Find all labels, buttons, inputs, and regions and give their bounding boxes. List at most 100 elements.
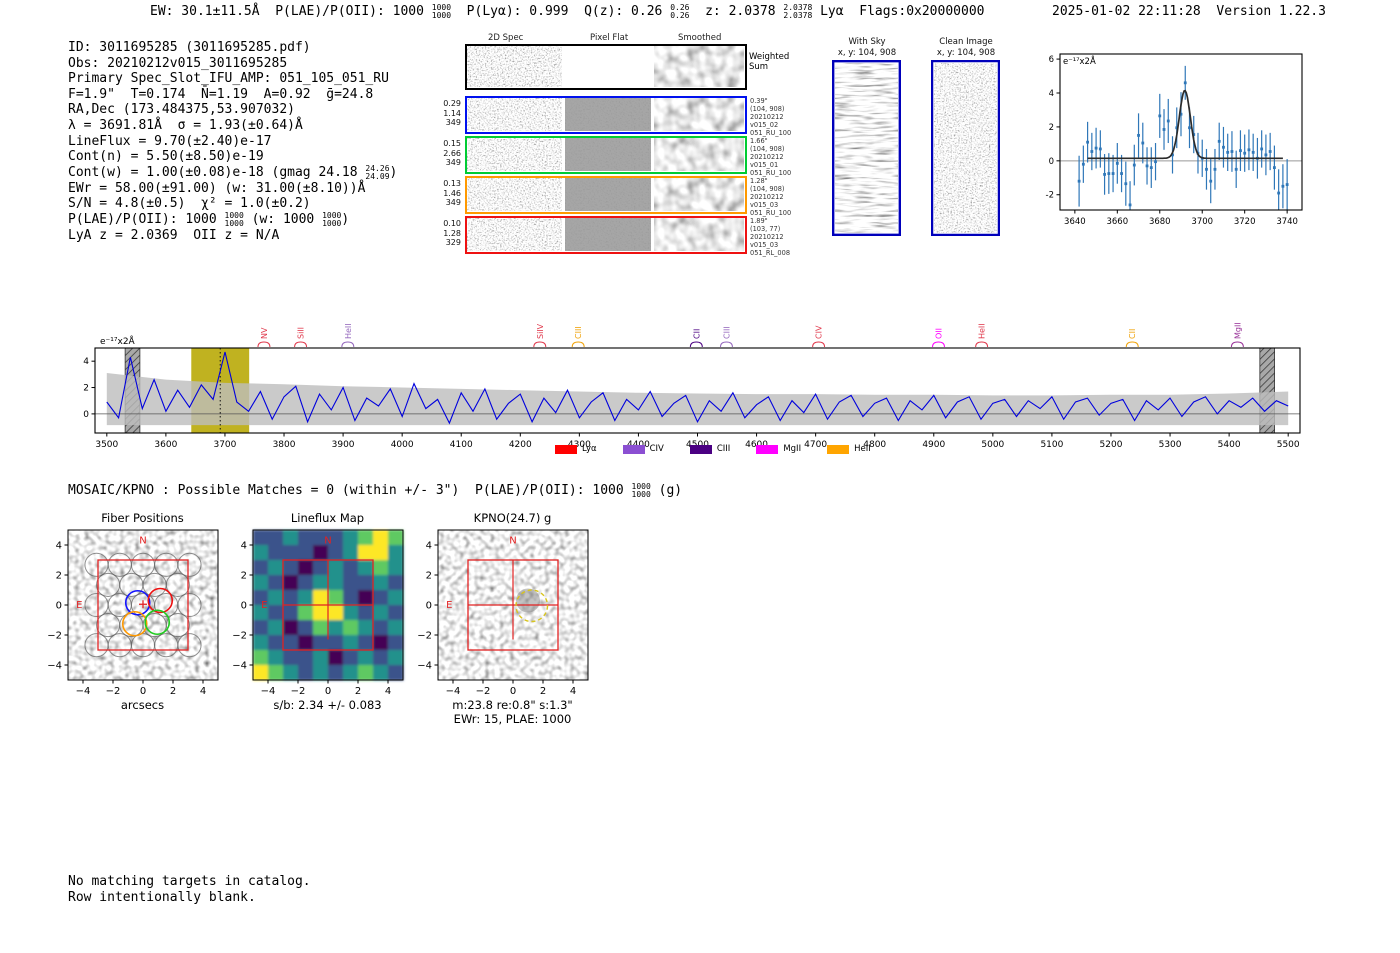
svg-text:2: 2 <box>1049 123 1054 133</box>
lineflux-caption: s/b: 2.34 +/- 0.083 <box>273 698 382 712</box>
legend-label: Lyα <box>582 444 597 454</box>
svg-text:N: N <box>139 536 146 547</box>
svg-text:4: 4 <box>241 541 247 552</box>
svg-text:3900: 3900 <box>332 440 355 450</box>
line-marker-label: CIII <box>722 326 731 339</box>
lineflux-map-image: N E −4 −4 −2 −2 0 0 2 2 4 4 <box>232 529 404 697</box>
line-marker-label: CII <box>692 329 701 339</box>
svg-text:4800: 4800 <box>863 440 886 450</box>
svg-text:N: N <box>509 536 516 547</box>
col-header-pixelflat: Pixel Flat <box>590 33 629 43</box>
spec2d-row-image <box>467 98 744 131</box>
summary-header: EW: 30.1±11.5Å P(LAE)/P(OII): 1000 1000 1… <box>150 3 985 20</box>
line-marker-label: SiIV <box>536 323 545 339</box>
svg-text:0: 0 <box>426 601 432 612</box>
legend-label: CIII <box>716 444 731 454</box>
svg-text:0: 0 <box>510 686 516 697</box>
info-line: Primary Spec_Slot_IFU_AMP: 051_105_051_R… <box>68 71 389 87</box>
row-right-annotation: 1.89" (103, 77) 20210212 v015_03 051_RL_… <box>750 217 791 258</box>
info-line: Cont(w) = 1.00(±0.08)e-18 (gmag 24.18 24… <box>68 163 398 181</box>
kpno-caption-1: m:23.8 re:0.8" s:1.3" <box>452 698 573 712</box>
fiber-positions-title: Fiber Positions <box>101 511 184 525</box>
info-line: EWr = 58.00(±91.00) (w: 31.00(±8.10))Å <box>68 180 366 196</box>
catalog-notes: No matching targets in catalog. Row inten… <box>68 874 311 905</box>
info-line: P(LAE)/P(OII): 1000 1000 1000 (w: 1000 10… <box>68 210 350 228</box>
info-line: LyA z = 2.0369 OII z = N/A <box>68 227 280 243</box>
col-header-smoothed: Smoothed <box>678 33 722 43</box>
svg-text:E: E <box>446 600 452 611</box>
legend-label: CIV <box>649 444 664 454</box>
svg-text:2: 2 <box>355 686 361 697</box>
spec2d-row-image <box>467 218 744 251</box>
svg-text:e⁻¹⁷x2Å: e⁻¹⁷x2Å <box>1063 55 1096 67</box>
svg-text:N: N <box>324 536 331 547</box>
svg-text:2: 2 <box>540 686 546 697</box>
legend-swatch <box>689 444 712 454</box>
info-line: LineFlux = 9.70(±2.40)e-17 <box>68 133 272 149</box>
stacked-fraction: 2.0378 2.0378 <box>783 3 813 20</box>
svg-text:4: 4 <box>200 686 206 697</box>
svg-text:4700: 4700 <box>804 440 827 450</box>
svg-text:5200: 5200 <box>1100 440 1123 450</box>
svg-text:4: 4 <box>1049 89 1054 99</box>
spec2d-row-image <box>467 178 744 211</box>
row-right-annotation: 0.39" (104, 908) 20210212 v015_02 051_RU… <box>750 97 792 138</box>
svg-text:e⁻¹⁷x2Å: e⁻¹⁷x2Å <box>100 335 136 347</box>
svg-text:4100: 4100 <box>450 440 473 450</box>
weighted-sum-label: Weighted Sum <box>749 52 790 72</box>
svg-text:3660: 3660 <box>1106 217 1128 227</box>
svg-text:3720: 3720 <box>1234 217 1256 227</box>
svg-text:4200: 4200 <box>509 440 532 450</box>
row-left-stats: 0.10 1.28 329 <box>443 219 461 247</box>
legend-swatch <box>827 444 850 454</box>
line-marker-label: HeII <box>978 323 987 339</box>
svg-text:E: E <box>76 600 82 611</box>
svg-text:−2: −2 <box>232 631 247 642</box>
svg-text:3700: 3700 <box>1191 217 1213 227</box>
legend-item: HeII <box>827 444 871 454</box>
svg-text:0: 0 <box>83 410 89 420</box>
svg-text:3500: 3500 <box>95 440 118 450</box>
svg-text:4000: 4000 <box>391 440 414 450</box>
svg-text:4300: 4300 <box>568 440 591 450</box>
svg-text:5000: 5000 <box>981 440 1004 450</box>
line-marker-label: CIV <box>815 325 824 339</box>
stacked-fraction: 1000 1000 <box>224 210 244 228</box>
mosaic-matches-line: MOSAIC/KPNO : Possible Matches = 0 (with… <box>68 482 683 499</box>
spec2d-row <box>465 44 747 90</box>
svg-text:−2: −2 <box>476 686 491 697</box>
version-label: Version 1.22.3 <box>1216 4 1326 19</box>
svg-text:0: 0 <box>325 686 331 697</box>
spec2d-row <box>465 96 747 134</box>
spec2d-row <box>465 176 747 214</box>
svg-text:6: 6 <box>1049 55 1054 65</box>
line-marker-label: CII <box>1128 329 1137 339</box>
stacked-fraction: 1000 1000 <box>322 210 342 228</box>
svg-text:0: 0 <box>1049 157 1054 167</box>
catalog-note-line: Row intentionally blank. <box>68 889 256 905</box>
row-right-annotation: 1.28" (104, 908) 20210212 v015_03 051_RU… <box>750 177 792 218</box>
emission-line-zoom-plot: 3640 3660 3680 3700 3720 3740 -2 0 2 4 6 e⁻¹⁷x2Å <box>1046 53 1303 227</box>
row-left-stats: 0.29 1.14 349 <box>443 99 461 127</box>
timestamp: 2025-01-02 22:11:28 <box>1052 4 1201 19</box>
legend-label: HeII <box>854 444 871 454</box>
svg-text:0: 0 <box>56 601 62 612</box>
line-marker-label: SiII <box>297 327 306 339</box>
svg-text:2: 2 <box>83 384 89 394</box>
svg-text:−4: −4 <box>47 661 62 672</box>
info-line: ID: 3011695285 (3011695285.pdf) <box>68 40 311 55</box>
line-marker-label: NV <box>260 327 269 339</box>
kpno-image: N E −4 −4 −2 −2 0 0 2 2 4 4 <box>417 529 589 697</box>
svg-text:-2: -2 <box>1046 191 1054 201</box>
detection-info-block: ID: 3011695285 (3011695285.pdf) Obs: 2021… <box>68 40 397 244</box>
svg-text:E: E <box>261 600 267 611</box>
svg-text:4: 4 <box>426 541 432 552</box>
svg-text:0: 0 <box>241 601 247 612</box>
clean-image-title: Clean Image x, y: 104, 908 <box>936 37 996 58</box>
stacked-fraction: 1000 1000 <box>431 3 452 20</box>
svg-text:3640: 3640 <box>1064 217 1086 227</box>
spec2d-row <box>465 216 747 254</box>
report-meta: 2025-01-02 22:11:28 Version 1.22.3 <box>1052 4 1326 19</box>
svg-text:3800: 3800 <box>273 440 296 450</box>
svg-text:−2: −2 <box>417 631 432 642</box>
